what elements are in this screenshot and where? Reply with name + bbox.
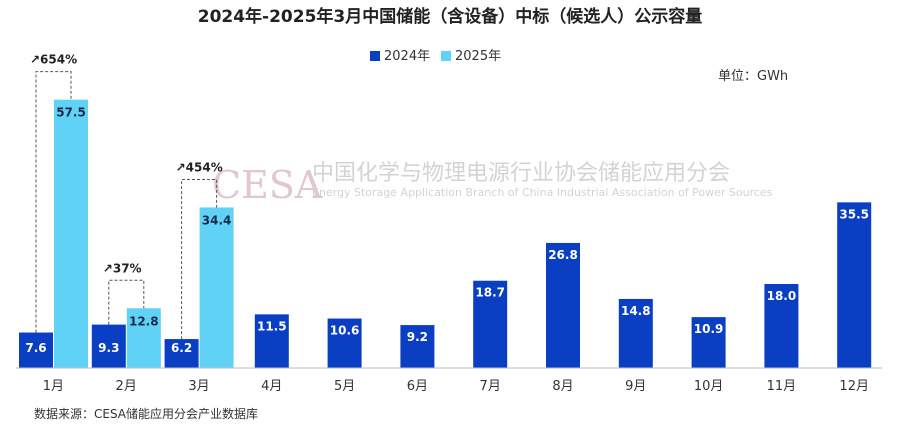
source-note: 数据来源：CESA储能应用分会产业数据库 xyxy=(34,406,258,421)
x-tick-9: 9月 xyxy=(625,379,646,394)
growth-label-1: ↗654% xyxy=(30,53,77,67)
bar-2025-3 xyxy=(200,207,234,368)
watermark-logo: CESA xyxy=(212,163,323,207)
watermark-name-en: Energy Storage Application Branch of Chi… xyxy=(312,186,773,199)
value-label-2024-2: 9.3 xyxy=(98,341,119,355)
x-tick-4: 4月 xyxy=(261,379,282,394)
watermark-name-cn: 中国化学与物理电源行业协会储能应用分会 xyxy=(312,161,730,186)
unit-label: 单位：GWh xyxy=(718,69,788,84)
value-label-2024-12: 35.5 xyxy=(839,207,869,221)
value-label-2024-7: 18.7 xyxy=(475,286,505,300)
value-label-2024-8: 26.8 xyxy=(548,248,578,262)
value-label-2024-5: 10.6 xyxy=(330,324,360,338)
value-label-2024-9: 14.8 xyxy=(621,304,651,318)
bars-layer: 7.6 57.5 9.3 12.8 6.2 34.4 11.5 10.6 9.2 18.7 26.8… xyxy=(19,100,871,368)
value-label-2024-11: 18.0 xyxy=(767,289,797,303)
value-label-2024-10: 10.9 xyxy=(694,322,724,336)
chart-title: 2024年-2025年3月中国储能（含设备）中标（候选人）公示容量 xyxy=(198,6,703,27)
x-tick-11: 11月 xyxy=(767,379,797,394)
x-tick-5: 5月 xyxy=(334,379,355,394)
legend-label-2025: 2025年 xyxy=(455,49,501,64)
bar-2025-1 xyxy=(54,100,88,368)
bar-2024-12 xyxy=(837,202,871,368)
x-tick-6: 6月 xyxy=(407,379,428,394)
legend-swatch-2025 xyxy=(441,51,451,61)
legend: 2024年 2025年 xyxy=(370,49,501,64)
x-tick-1: 1月 xyxy=(43,379,64,394)
x-tick-2: 2月 xyxy=(116,379,137,394)
x-tick-7: 7月 xyxy=(480,379,501,394)
x-tick-8: 8月 xyxy=(552,379,573,394)
value-label-2024-1: 7.6 xyxy=(25,341,46,355)
value-label-2024-6: 9.2 xyxy=(407,330,428,344)
growth-label-2: ↗37% xyxy=(103,261,142,275)
x-tick-labels: 1月 2月 3月 4月 5月 6月 7月 8月 9月 10月 11月 12月 xyxy=(43,379,869,394)
value-label-2025-1: 57.5 xyxy=(56,106,86,120)
value-label-2024-4: 11.5 xyxy=(257,319,287,333)
x-tick-10: 10月 xyxy=(694,379,724,394)
legend-label-2024: 2024年 xyxy=(384,49,430,64)
value-label-2025-3: 34.4 xyxy=(202,213,232,227)
value-label-2025-2: 12.8 xyxy=(129,314,159,328)
value-label-2024-3: 6.2 xyxy=(171,341,192,355)
legend-swatch-2024 xyxy=(370,51,380,61)
watermark: CESA 中国化学与物理电源行业协会储能应用分会 Energy Storage … xyxy=(212,161,773,207)
x-tick-3: 3月 xyxy=(188,379,209,394)
x-tick-12: 12月 xyxy=(839,379,869,394)
growth-label-3: ↗454% xyxy=(176,160,223,174)
